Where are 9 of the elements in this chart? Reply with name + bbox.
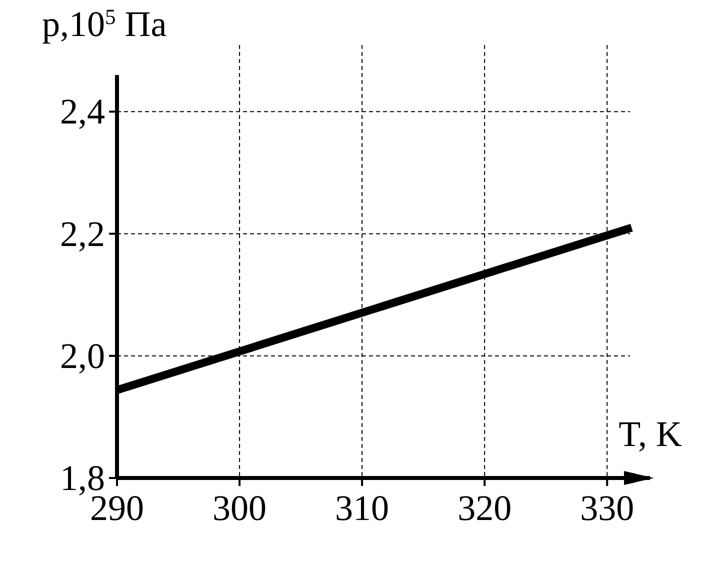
y-tick-label: 2,0: [60, 336, 105, 376]
y-axis-title: p,10$^{5}$ Па: [42, 4, 167, 44]
y-tick-label: 2,2: [60, 214, 105, 254]
x-tick-label: 320: [458, 488, 512, 528]
x-tick-label: 300: [212, 488, 267, 528]
x-tick-label: 330: [580, 488, 634, 528]
x-axis-title: T, K: [618, 414, 682, 454]
y-tick-label: 2,4: [60, 92, 105, 132]
x-tick-label: 310: [335, 488, 390, 528]
